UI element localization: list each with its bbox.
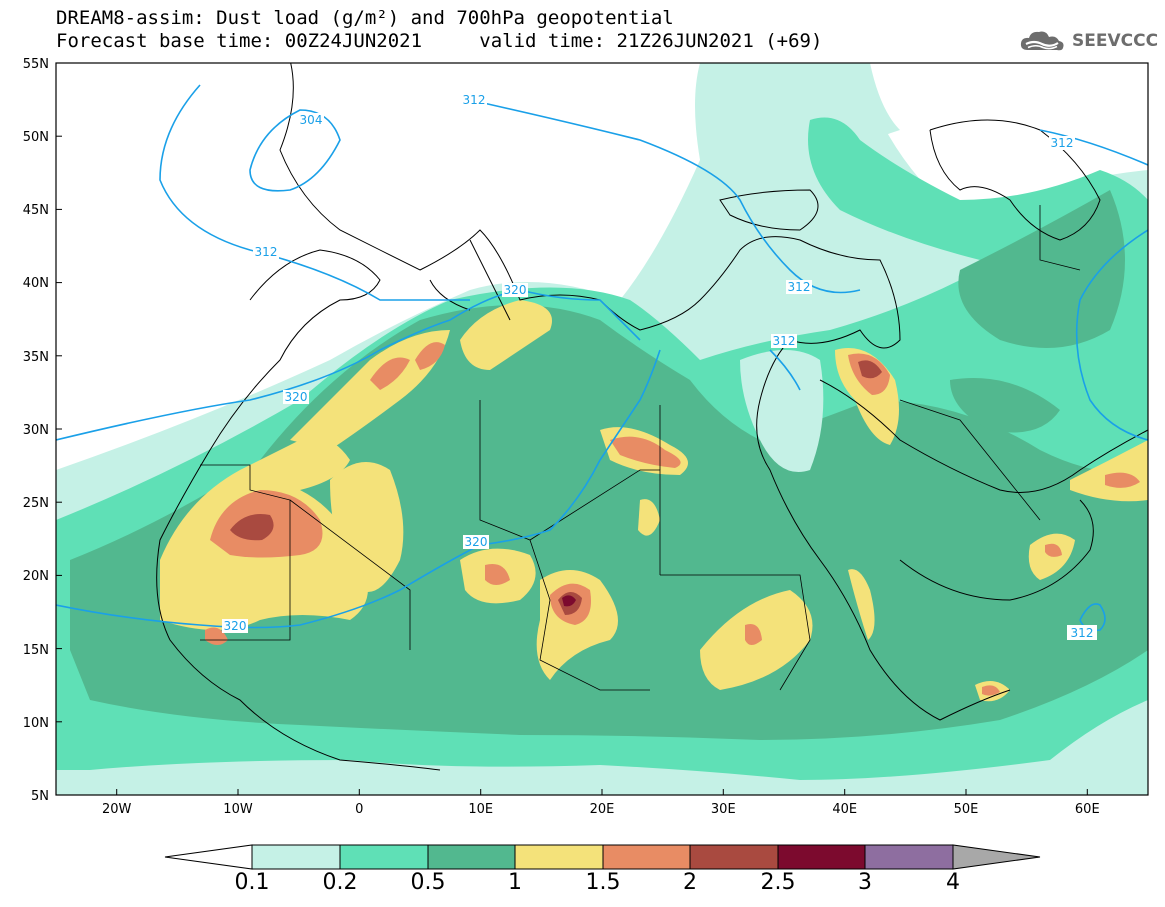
map-title: DREAM8-assim: Dust load (g/m²) and 700hP… [56,7,674,29]
clear-pocket-arabia [950,378,1060,433]
dust-level-1-egypt [638,499,660,536]
latitude-labels: 55N 50N 45N 40N 35N 30N 25N 20N 15N 10N … [23,57,49,804]
contour-label: 320 [465,535,488,549]
colorbar-bin [864,844,954,870]
dust-level-1-oman [1028,533,1075,580]
longitude-labels: 20W 10W 0 10E 20E 30E 40E 50E 60E [102,802,1100,817]
colorbar-bin [251,844,341,870]
contour-label: 312 [255,245,278,259]
dust-level-1.5-gulf [1105,472,1140,488]
colorbar-bin [602,844,691,870]
contour-label: 304 [300,113,323,127]
dust-level-1.5-atlas2 [415,342,445,370]
lat-label: 5N [31,789,49,804]
lat-label: 30N [23,423,49,438]
colorbar-high-arrow [952,844,1041,870]
dust-level-1.5-sudan [745,624,762,645]
lat-label: 55N [23,57,49,72]
contour-label: 312 [773,334,796,348]
colorbar-label: 4 [946,870,960,895]
dust-level-1.5-libya [610,436,681,468]
lat-label: 15N [23,643,49,658]
lon-label: 40E [832,802,857,817]
map-subtitle: Forecast base time: 00Z24JUN2021 valid t… [56,31,822,51]
dust-level-2.5 [562,595,576,607]
contour-label: 312 [1051,136,1074,150]
lon-label: 60E [1075,802,1100,817]
dust-level-1.5-niger [485,564,510,585]
colorbar-bin [427,844,516,870]
contour-label: 312 [1071,626,1094,640]
dust-level-1-sahara [330,462,404,592]
colorbar-bin [514,844,604,870]
dust-level-0.5-east [958,190,1125,348]
lon-label: 20E [590,802,615,817]
dust-level-1.5-oman [1045,543,1062,557]
colorbar-label: 2 [683,870,697,895]
contour-label: 320 [224,619,247,633]
lon-label: 50E [954,802,979,817]
colorbar-bin [689,844,779,870]
lon-label: 20W [102,802,132,817]
contour-label: 312 [788,280,811,294]
dust-level-1.5-atlas [370,357,410,390]
colorbar-bin [777,844,866,870]
lon-label: 30E [711,802,736,817]
lat-label: 40N [23,276,49,291]
lat-label: 45N [23,203,49,218]
colorbar-low-arrow [164,844,253,870]
lat-label: 50N [23,130,49,145]
colorbar-label: 2.5 [760,870,796,895]
lat-label: 20N [23,569,49,584]
country-borders [200,205,1081,691]
lat-label: 25N [23,496,49,511]
dust-level-1-tunisia [460,300,552,370]
colorbar-label: 1 [508,870,522,895]
dust-level-2 [230,514,274,541]
colorbar-label: 1.5 [585,870,621,895]
colorbar-labels: 0.1 0.2 0.5 1 1.5 2 2.5 3 4 [0,870,1165,900]
lat-label: 35N [23,350,49,365]
logo-text: SEEVCCC [1072,31,1159,51]
geopotential-contours [56,84,1148,632]
lon-label: 10W [223,802,253,817]
valid-time: valid time: 21Z26JUN2021 (+69) [479,30,823,52]
contour-label: 320 [504,283,527,297]
dust-level-2-iraq [858,360,882,379]
clear-pocket-levant [740,350,824,472]
coastlines [156,63,1148,771]
lon-label: 10E [468,802,493,817]
colorbar-label: 3 [858,870,872,895]
colorbar [164,844,1041,870]
contour-label: 312 [463,93,486,107]
dust-level-1-redsea [848,569,875,640]
contour-labels: 304 312 312 312 312 312 312 320 320 320 … [222,93,1097,640]
cloud-icon [1020,31,1064,51]
colorbar-label: 0.5 [410,870,446,895]
colorbar-label: 0.1 [234,870,270,895]
lat-label: 10N [23,716,49,731]
colorbar-label: 0.2 [322,870,358,895]
dust-level-1.5-somalia [982,685,1000,696]
contour-label: 320 [285,390,308,404]
lon-label: 0 [355,802,363,817]
axis-ticks [56,62,1088,796]
colorbar-bin [339,844,429,870]
base-time: Forecast base time: 00Z24JUN2021 [56,30,423,52]
logo: SEEVCCC [1018,28,1158,54]
